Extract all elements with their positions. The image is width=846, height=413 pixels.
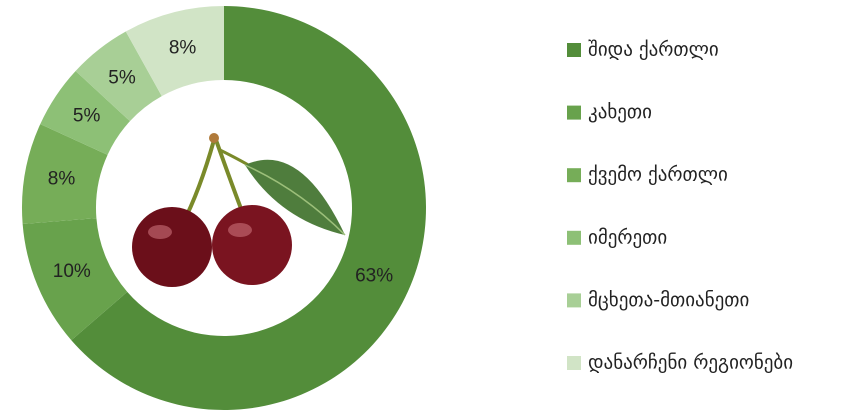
legend-swatch [567,43,581,57]
donut-slice [75,31,162,122]
value-label: 8% [48,168,76,189]
legend-swatch [567,293,581,308]
value-label: 10% [53,261,91,282]
legend-label: დანარჩენი რეგიონები [588,352,793,374]
legend: შიდა ქართლი კახეთი ქვემო ქართლი იმერეთი მცხე… [567,39,793,374]
legend-swatch [567,230,581,245]
donut-slice [22,218,128,341]
legend-label: იმერეთი [588,226,667,248]
donut-slice [125,6,224,97]
legend-label: ქვემო ქართლი [588,164,728,186]
legend-swatch [567,356,581,370]
donut-slice [40,70,130,155]
legend-swatch [567,168,581,183]
donut-slice [22,124,108,225]
legend-label: შიდა ქართლი [588,39,719,61]
legend-label: კახეთი [588,101,652,123]
cherry-illustration [132,133,346,287]
legend-swatch [567,105,581,120]
legend-label: მცხეთა-მთიანეთი [588,289,749,311]
donut-slice [71,6,427,410]
donut: 63% 10% 8% 5% 5% 8% [22,6,427,410]
value-label: 5% [108,67,136,88]
value-label: 8% [169,37,197,58]
value-label: 5% [73,106,101,127]
value-label: 63% [355,266,393,287]
